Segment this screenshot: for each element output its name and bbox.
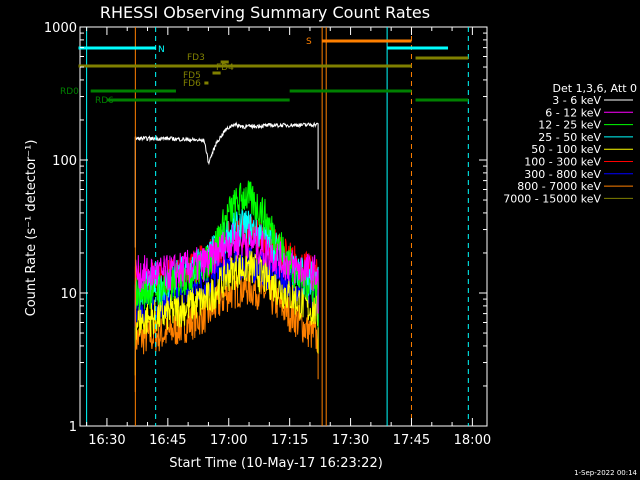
x-tick-label-16-45: 16:45 — [149, 433, 186, 448]
y-axis-label: Count Rate (s⁻¹ detector⁻¹) — [24, 140, 39, 317]
series-line-50-100-kev — [134, 247, 319, 376]
legend-label-12-25-kev: 12 - 25 keV — [538, 119, 601, 132]
x-tick-label-17-30: 17:30 — [332, 433, 369, 448]
flag-label-fd6: FD6 — [183, 79, 201, 89]
y-tick-label-10: 10 — [60, 287, 77, 302]
plot-frame — [79, 26, 488, 427]
x-axis-label: Start Time (10-May-17 16:23:22) — [169, 456, 383, 471]
x-axis-ticks: 16:30 16:45 17:00 17:15 17:30 17:45 18:00 — [86, 27, 491, 448]
chart-title: RHESSI Observing Summary Count Rates — [100, 3, 430, 22]
legend-label-50-100-kev: 50 - 100 keV — [531, 143, 601, 156]
y-axis-ticks: 1 10 100 1000 — [44, 21, 487, 435]
y-tick-label-1000: 1000 — [44, 21, 77, 36]
legend-label-25-50-kev: 25 - 50 keV — [538, 131, 601, 144]
series-line-6-12-kev — [134, 223, 319, 327]
legend-label-3-6-kev: 3 - 6 keV — [552, 94, 601, 107]
footer-timestamp: 1-Sep-2022 00:14 — [574, 469, 637, 477]
legend-label-6-12-kev: 6 - 12 keV — [545, 106, 601, 119]
legend-label-7000-15000-kev: 7000 - 15000 keV — [503, 192, 601, 205]
y-tick-label-100: 100 — [52, 154, 77, 169]
flag-label-n: N — [158, 45, 165, 55]
flag-label-fd3: FD3 — [187, 53, 205, 63]
legend-label-300-800-kev: 300 - 800 keV — [524, 168, 601, 181]
x-tick-label-17-00: 17:00 — [210, 433, 247, 448]
legend-label-800-7000-kev: 800 - 7000 keV — [517, 180, 601, 193]
flag-label-rd6: RD6 — [95, 96, 114, 106]
y-tick-label-1: 1 — [69, 420, 77, 435]
x-tick-label-17-15: 17:15 — [271, 433, 308, 448]
legend-label-100-300-kev: 100 - 300 keV — [524, 156, 601, 169]
x-tick-label-16-30: 16:30 — [88, 433, 125, 448]
series-line-3-6-kev — [134, 121, 319, 248]
x-tick-label-18-00: 18:00 — [454, 433, 491, 448]
series-line-800-7000-kev — [134, 269, 319, 392]
x-tick-label-17-45: 17:45 — [393, 433, 430, 448]
legend-header: Det 1,3,6, Att 0 — [553, 82, 637, 95]
flag-label-rd0: RD0 — [60, 87, 79, 97]
flag-label-fd5: FD5 — [183, 71, 201, 81]
flag-label-s: S — [306, 37, 312, 47]
flag-label-fd4: FD4 — [216, 63, 234, 73]
